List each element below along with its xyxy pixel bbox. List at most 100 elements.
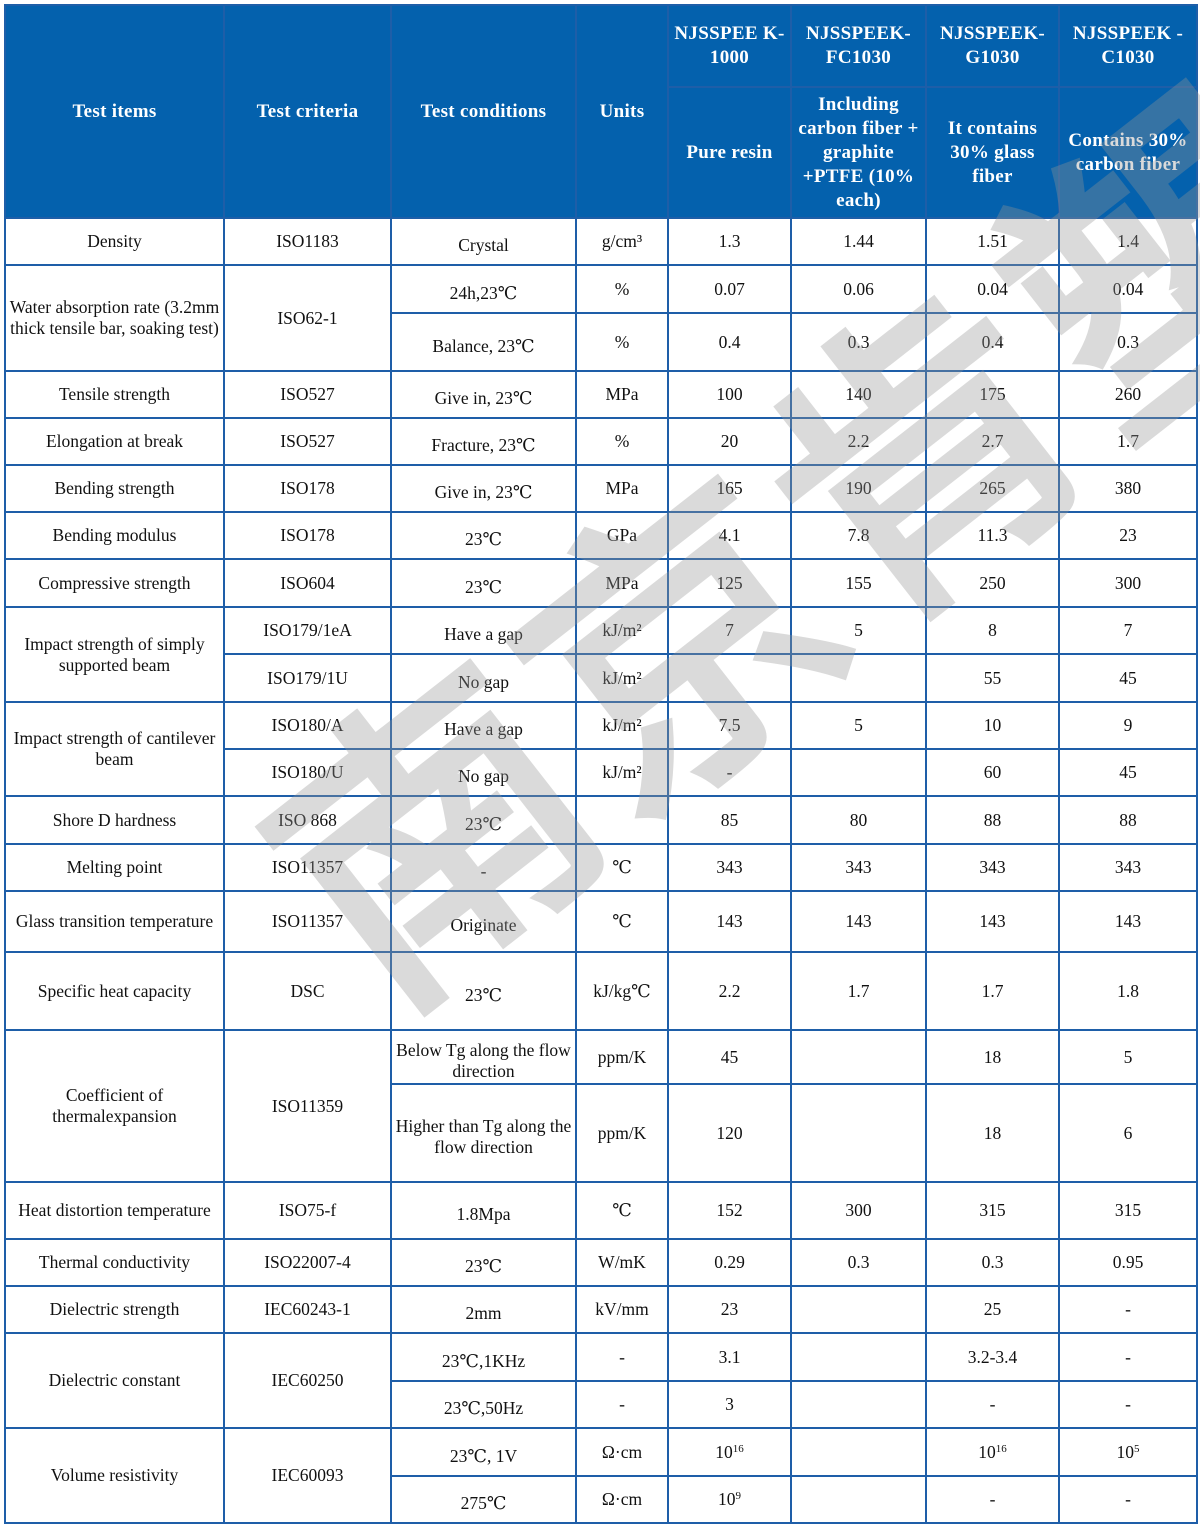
unit: W/mK — [575, 1238, 669, 1287]
test-condition: 23℃ — [390, 511, 577, 560]
test-item: Water absorption rate (3.2mm thick tensi… — [4, 264, 225, 372]
unit: MPa — [575, 370, 669, 419]
value-njsspeek-g1030: 2.7 — [925, 417, 1060, 466]
value-njsspeek-fc1030 — [790, 1475, 927, 1524]
value-njsspeek-g1030: - — [925, 1380, 1060, 1429]
value-njsspeek-1000: 0.29 — [667, 1238, 792, 1287]
value-njsspeek-1000: 109 — [667, 1475, 792, 1524]
test-condition: Have a gap — [390, 606, 577, 655]
table-row: Elongation at break ISO527 Fracture, 23℃% 2… — [4, 417, 1198, 466]
value-njsspeek-c1030: 105 — [1058, 1427, 1198, 1477]
test-criteria: ISO62-1 — [223, 264, 392, 372]
value-njsspeek-g1030: 265 — [925, 464, 1060, 513]
test-item: Shore D hardness — [4, 795, 225, 845]
value-njsspeek-c1030: 45 — [1058, 653, 1198, 703]
value-njsspeek-g1030: - — [925, 1475, 1060, 1524]
value-njsspeek-1000: 165 — [667, 464, 792, 513]
table-row: Tensile strength ISO527 Give in, 23℃ MPa 100… — [4, 370, 1198, 419]
value-njsspeek-g1030: 60 — [925, 748, 1060, 797]
value-njsspeek-c1030: 1.4 — [1058, 217, 1198, 266]
header-product-description: Including carbon fiber + graphite +PTFE … — [790, 86, 927, 219]
value-njsspeek-1000: 7.5 — [667, 701, 792, 750]
value-njsspeek-c1030: 7 — [1058, 606, 1198, 655]
test-criteria: ISO604 — [223, 558, 392, 608]
value-njsspeek-1000: 120 — [667, 1083, 792, 1183]
value-njsspeek-fc1030: 80 — [790, 795, 927, 845]
peek-properties-table: Test items Test criteria Test conditions… — [4, 4, 1198, 1524]
header-product-name: NJSSPEE K-1000 — [667, 4, 792, 88]
spec-table-container: Test items Test criteria Test conditions… — [4, 4, 1198, 1524]
value-njsspeek-g1030: 1.51 — [925, 217, 1060, 266]
test-item: Dielectric strength — [4, 1285, 225, 1334]
value-njsspeek-c1030: - — [1058, 1332, 1198, 1382]
value-njsspeek-c1030: - — [1058, 1380, 1198, 1429]
value-njsspeek-1000: 0.4 — [667, 312, 792, 372]
table-row: Heat distortion temperature ISO75-f 1.8Mpa… — [4, 1181, 1198, 1240]
value-njsspeek-fc1030 — [790, 1332, 927, 1382]
value-njsspeek-c1030: 0.3 — [1058, 312, 1198, 372]
test-item: Specific heat capacity — [4, 951, 225, 1031]
test-condition: No gap — [390, 653, 577, 703]
value-njsspeek-1000: 343 — [667, 843, 792, 892]
unit: ℃ — [575, 890, 669, 953]
header-test-criteria: Test criteria — [223, 4, 392, 219]
table-row: Compressive strength ISO604 23℃ MPa 125 155 25… — [4, 558, 1198, 608]
test-criteria: IEC60243-1 — [223, 1285, 392, 1334]
header-test-items: Test items — [4, 4, 225, 219]
table-row: Thermal conductivity ISO22007-4 23℃ W/mK 0.2… — [4, 1238, 1198, 1287]
value-njsspeek-c1030: 0.95 — [1058, 1238, 1198, 1287]
value-njsspeek-c1030: 343 — [1058, 843, 1198, 892]
unit: kJ/m² — [575, 748, 669, 797]
value-njsspeek-c1030: 0.04 — [1058, 264, 1198, 314]
test-item: Melting point — [4, 843, 225, 892]
value-njsspeek-c1030: 5 — [1058, 1029, 1198, 1085]
test-criteria: ISO75-f — [223, 1181, 392, 1240]
test-condition: 2mm — [390, 1285, 577, 1334]
unit: kJ/m² — [575, 653, 669, 703]
test-condition: 1.8Mpa — [390, 1181, 577, 1240]
value-njsspeek-g1030: 55 — [925, 653, 1060, 703]
test-condition: Originate — [390, 890, 577, 953]
test-criteria: IEC60093 — [223, 1427, 392, 1524]
test-item: Heat distortion temperature — [4, 1181, 225, 1240]
value-njsspeek-1000: - — [667, 748, 792, 797]
value-njsspeek-fc1030: 5 — [790, 606, 927, 655]
test-condition: 23℃,1KHz — [390, 1332, 577, 1382]
value-njsspeek-fc1030 — [790, 1427, 927, 1477]
value-njsspeek-g1030: 18 — [925, 1029, 1060, 1085]
test-condition: 23℃,50Hz — [390, 1380, 577, 1429]
value-njsspeek-fc1030: 7.8 — [790, 511, 927, 560]
value-njsspeek-fc1030: 190 — [790, 464, 927, 513]
value-njsspeek-1000: 3 — [667, 1380, 792, 1429]
test-condition: Balance, 23℃ — [390, 312, 577, 372]
table-row: ISO179/1U No gap kJ/m² 55 45 — [5, 653, 1198, 703]
test-criteria: DSC — [223, 951, 392, 1031]
value-njsspeek-c1030: 9 — [1058, 701, 1198, 750]
value-njsspeek-fc1030: 1.44 — [790, 217, 927, 266]
value-njsspeek-1000: 3.1 — [667, 1332, 792, 1382]
value-njsspeek-c1030: 23 — [1058, 511, 1198, 560]
test-condition: Have a gap — [390, 701, 577, 750]
value-njsspeek-1000: 2.2 — [667, 951, 792, 1031]
test-condition: - — [390, 843, 577, 892]
value-njsspeek-1000: 152 — [667, 1181, 792, 1240]
value-njsspeek-c1030: 300 — [1058, 558, 1198, 608]
unit: Ω·cm — [575, 1475, 669, 1524]
table-row: Water absorption rate (3.2mm thick tensi… — [4, 264, 1198, 372]
test-item: Compressive strength — [4, 558, 225, 608]
test-condition: 275℃ — [390, 1475, 577, 1524]
header-product-description: It contains 30% glass fiber — [925, 86, 1060, 219]
unit: % — [575, 312, 669, 372]
header-product-name: NJSSPEEK- G1030 — [925, 4, 1060, 88]
value-njsspeek-c1030: - — [1058, 1475, 1198, 1524]
test-criteria: ISO22007-4 — [223, 1238, 392, 1287]
unit: MPa — [575, 464, 669, 513]
test-item: Tensile strength — [4, 370, 225, 419]
test-item: Bending modulus — [4, 511, 225, 560]
value-njsspeek-g1030: 343 — [925, 843, 1060, 892]
value-njsspeek-g1030: 175 — [925, 370, 1060, 419]
value-njsspeek-c1030: - — [1058, 1285, 1198, 1334]
value-njsspeek-fc1030: 1.7 — [790, 951, 927, 1031]
value-njsspeek-fc1030 — [790, 653, 927, 703]
value-njsspeek-fc1030: 140 — [790, 370, 927, 419]
